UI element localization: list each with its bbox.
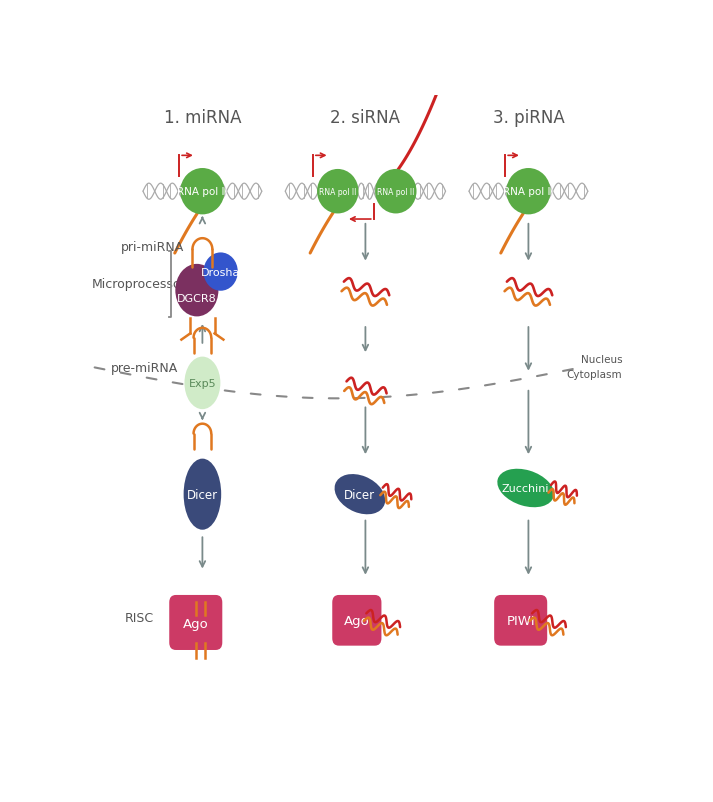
Ellipse shape xyxy=(180,168,225,215)
Text: Cytoplasm: Cytoplasm xyxy=(567,369,622,379)
Text: 3. piRNA: 3. piRNA xyxy=(493,109,564,127)
Text: Dicer: Dicer xyxy=(187,488,218,501)
FancyBboxPatch shape xyxy=(494,595,547,646)
FancyBboxPatch shape xyxy=(332,595,381,646)
Text: RNA pol II: RNA pol II xyxy=(503,187,554,197)
Ellipse shape xyxy=(334,475,385,515)
Text: RNA pol II: RNA pol II xyxy=(319,188,356,196)
Text: RISC: RISC xyxy=(124,612,153,625)
Text: pre-miRNA: pre-miRNA xyxy=(111,362,178,375)
Text: PIWI: PIWI xyxy=(506,614,535,627)
Ellipse shape xyxy=(498,469,554,508)
Text: Nucleus: Nucleus xyxy=(580,355,622,365)
Text: 1. miRNA: 1. miRNA xyxy=(164,109,241,127)
Text: Dicer: Dicer xyxy=(344,488,376,501)
FancyBboxPatch shape xyxy=(169,595,222,650)
Text: Exp5: Exp5 xyxy=(189,379,216,388)
Ellipse shape xyxy=(175,265,218,317)
Ellipse shape xyxy=(506,168,550,215)
Text: DGCR8: DGCR8 xyxy=(177,294,217,304)
Text: Ago: Ago xyxy=(183,617,209,630)
Ellipse shape xyxy=(184,459,221,530)
Text: pri-miRNA: pri-miRNA xyxy=(121,241,184,254)
Ellipse shape xyxy=(203,253,237,291)
Text: Drosha: Drosha xyxy=(201,267,240,277)
Ellipse shape xyxy=(317,170,359,214)
Text: Zucchini: Zucchini xyxy=(502,484,550,493)
Text: 2. siRNA: 2. siRNA xyxy=(330,109,401,127)
Text: RNA pol II: RNA pol II xyxy=(377,188,414,196)
Text: RNA pol II: RNA pol II xyxy=(177,187,227,197)
Ellipse shape xyxy=(185,357,220,410)
Text: Microprocessor: Microprocessor xyxy=(91,278,186,291)
Text: Ago: Ago xyxy=(344,614,370,627)
Ellipse shape xyxy=(375,170,416,214)
